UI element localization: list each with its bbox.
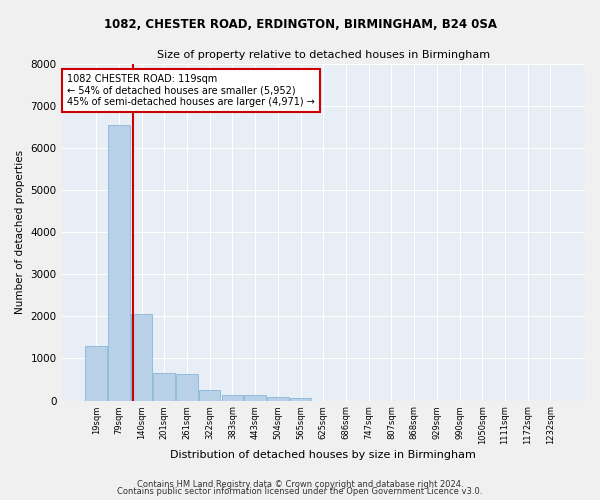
Bar	[221, 395, 243, 400]
Text: 1082, CHESTER ROAD, ERDINGTON, BIRMINGHAM, B24 0SA: 1082, CHESTER ROAD, ERDINGTON, BIRMINGHA…	[104, 18, 497, 30]
Text: Contains HM Land Registry data © Crown copyright and database right 2024.: Contains HM Land Registry data © Crown c…	[137, 480, 463, 489]
Bar	[267, 397, 289, 400]
Y-axis label: Number of detached properties: Number of detached properties	[15, 150, 25, 314]
Bar	[108, 124, 130, 400]
Title: Size of property relative to detached houses in Birmingham: Size of property relative to detached ho…	[157, 50, 490, 60]
Text: 1082 CHESTER ROAD: 119sqm
← 54% of detached houses are smaller (5,952)
45% of se: 1082 CHESTER ROAD: 119sqm ← 54% of detac…	[67, 74, 314, 107]
Bar	[176, 374, 198, 400]
Bar	[199, 390, 220, 400]
Bar	[85, 346, 107, 401]
Bar	[131, 314, 152, 400]
X-axis label: Distribution of detached houses by size in Birmingham: Distribution of detached houses by size …	[170, 450, 476, 460]
Text: Contains public sector information licensed under the Open Government Licence v3: Contains public sector information licen…	[118, 487, 482, 496]
Bar	[290, 398, 311, 400]
Bar	[244, 396, 266, 400]
Bar	[154, 373, 175, 400]
